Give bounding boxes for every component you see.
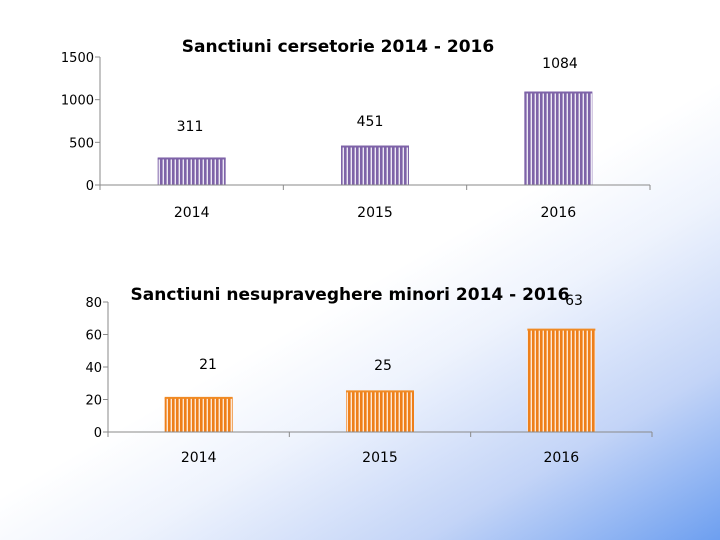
c2-category-label: 2015 <box>362 450 398 466</box>
c1-bar <box>524 92 593 185</box>
c2-bar-top <box>346 390 414 393</box>
c1-data-label: 451 <box>357 114 384 130</box>
c1-category-label: 2014 <box>174 205 210 221</box>
c2-data-label: 63 <box>565 293 583 309</box>
c1-data-label: 1084 <box>542 56 578 72</box>
c1-data-label: 311 <box>177 119 204 135</box>
c1-bar <box>341 146 409 185</box>
chart-1-y-axis: 0 500 1000 1500 <box>61 51 101 194</box>
chart-nesupraveghere-minori: Sanctiuni nesupraveghere minori 2014 - 2… <box>85 285 653 466</box>
c1-bar <box>157 158 226 185</box>
c1-bar-top <box>157 157 226 160</box>
c2-bar <box>346 391 414 432</box>
chart-2-bars <box>164 328 596 432</box>
c2-y-tick-label: 20 <box>85 394 102 409</box>
c2-y-tick-label: 40 <box>85 361 102 376</box>
c1-category-label: 2016 <box>541 205 577 221</box>
c2-category-label: 2014 <box>181 450 217 466</box>
c1-y-tick-label: 1500 <box>61 51 94 66</box>
c1-y-tick-label: 500 <box>69 136 94 151</box>
c2-data-label: 21 <box>199 357 217 373</box>
chart-2-y-axis: 0 20 40 60 80 <box>85 296 109 441</box>
c2-bar-top <box>527 328 596 331</box>
chart-2-x-axis: 2014 2015 2016 <box>107 431 653 466</box>
c2-bar-top <box>164 396 233 399</box>
chart-cersetorie: Sanctiuni cersetorie 2014 - 2016 0 500 100… <box>61 37 651 221</box>
c2-y-tick-label: 80 <box>85 296 102 311</box>
c2-data-label: 25 <box>374 358 392 374</box>
c2-bar <box>527 329 596 432</box>
chart-2-data-labels: 21 25 63 <box>199 293 583 374</box>
c1-y-tick-label: 0 <box>86 179 94 194</box>
c1-bar-top <box>524 91 593 94</box>
c1-y-tick-label: 1000 <box>61 94 94 109</box>
chart-1-data-labels: 311 451 1084 <box>177 56 578 135</box>
c2-y-tick-label: 60 <box>85 329 102 344</box>
chart-1-bars <box>157 91 593 185</box>
c1-bar-top <box>341 145 409 148</box>
chart-1-x-axis: 2014 2015 2016 <box>99 184 651 221</box>
c2-bar <box>164 397 233 432</box>
c1-category-label: 2015 <box>357 205 393 221</box>
c2-category-label: 2016 <box>544 450 580 466</box>
chart-2-title: Sanctiuni nesupraveghere minori 2014 - 2… <box>131 285 570 305</box>
c2-y-tick-label: 0 <box>94 426 102 441</box>
chart-1-title: Sanctiuni cersetorie 2014 - 2016 <box>182 37 494 57</box>
